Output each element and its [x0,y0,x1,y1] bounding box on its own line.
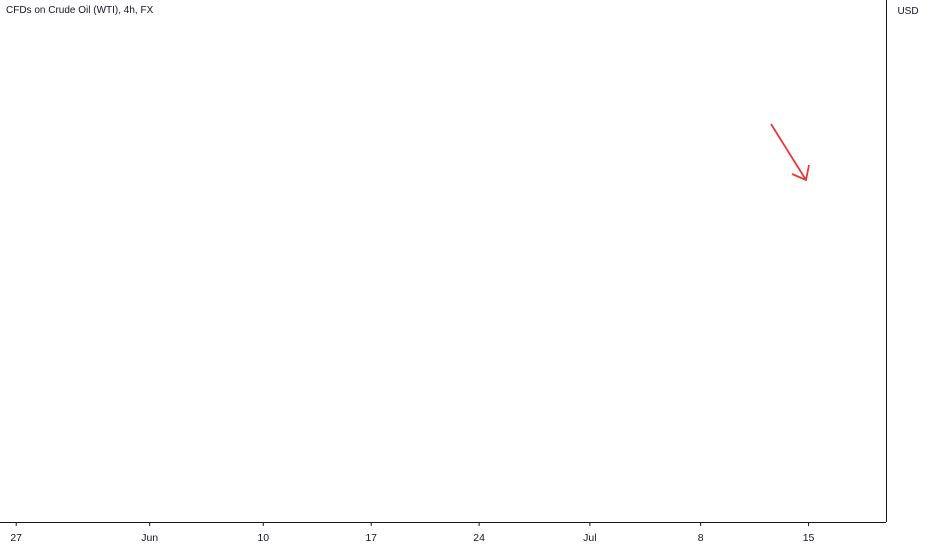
currency-button[interactable]: USD [897,6,919,17]
x-tick-label: Jul [583,532,596,544]
x-tick-label: Jun [141,532,158,544]
x-tick-label: 27 [10,532,22,544]
x-tick-label: 8 [698,532,704,544]
axes: 27 Jun 10 17 24 Jul 8 15 [0,0,887,544]
arrow-shaft [770,123,807,181]
x-tick-label: 24 [473,532,485,544]
chart-title: CFDs on Crude Oil (WTI), 4h, FX [6,5,154,16]
x-tick-label: 17 [365,532,377,544]
trade-levels: Stop LossSell EntryTake Profit [770,123,810,182]
x-tick-label: 15 [803,532,815,544]
x-tick-label: 10 [257,532,269,544]
arrow-head [791,164,810,182]
